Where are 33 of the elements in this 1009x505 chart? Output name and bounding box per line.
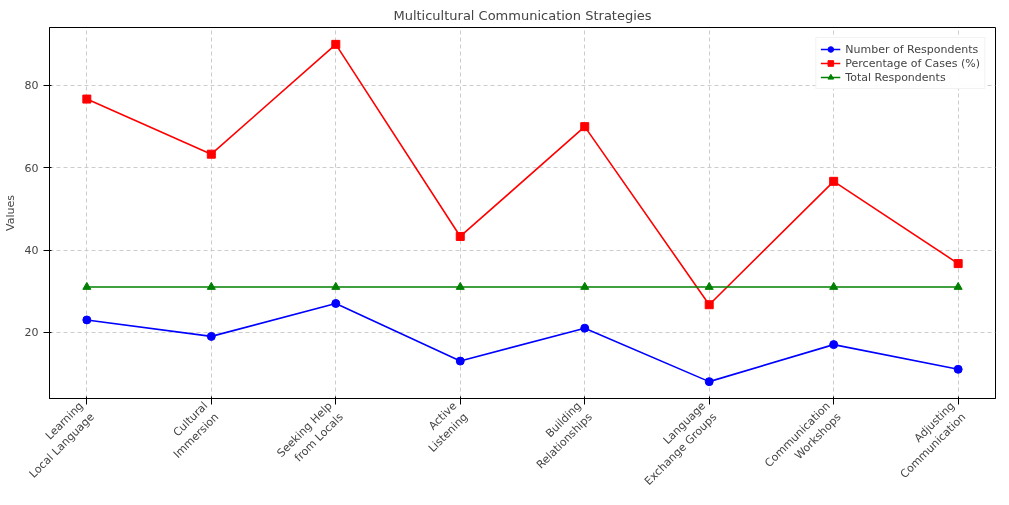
point xyxy=(580,122,590,132)
point xyxy=(953,259,963,269)
point xyxy=(455,231,465,241)
point xyxy=(580,323,590,333)
point xyxy=(331,299,341,308)
legend-label: Total Respondents xyxy=(845,70,946,84)
point xyxy=(829,176,839,186)
y-tick-label: 40 xyxy=(24,244,39,258)
point xyxy=(82,281,92,290)
point xyxy=(953,281,963,290)
point xyxy=(82,94,92,104)
y-axis-title: Values xyxy=(3,194,17,231)
point xyxy=(580,281,590,290)
point xyxy=(704,377,714,387)
chart-title: Multicultural Communication Strategies xyxy=(393,7,652,23)
point xyxy=(455,281,465,290)
point xyxy=(953,364,963,374)
point xyxy=(829,281,839,290)
point xyxy=(455,356,465,366)
point xyxy=(206,331,216,341)
point xyxy=(331,281,341,290)
point xyxy=(82,315,92,325)
point xyxy=(829,340,839,350)
point xyxy=(704,300,714,310)
y-tick-label: 60 xyxy=(24,161,39,175)
point xyxy=(331,39,341,49)
y-tick-label: 20 xyxy=(24,326,39,340)
point xyxy=(206,149,216,159)
point xyxy=(704,281,714,290)
legend-label: Percentage of Cases (%) xyxy=(845,56,980,70)
point xyxy=(206,281,216,290)
y-tick-label: 80 xyxy=(24,79,39,93)
legend-label: Number of Respondents xyxy=(845,42,979,56)
